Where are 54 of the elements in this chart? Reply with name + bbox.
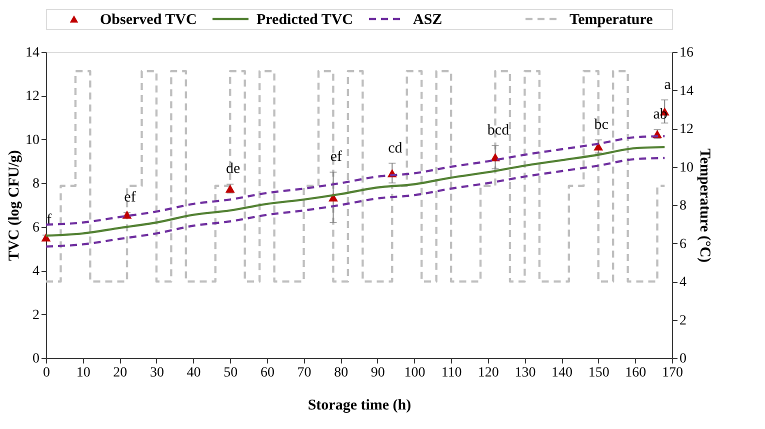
x-tick-label: 100: [404, 366, 426, 380]
x-tick-label: 20: [113, 366, 128, 380]
y-tick-label: 10: [26, 132, 40, 148]
x-tick-label: 120: [478, 366, 499, 380]
legend-label: Temperature: [570, 12, 654, 28]
y-tick-label: 2: [32, 308, 40, 323]
y-tick-label: 4: [32, 264, 40, 280]
x-tick-label: 50: [224, 366, 238, 380]
data-label: a: [664, 76, 672, 93]
y2-tick-label: 6: [680, 236, 686, 252]
legend-label: Predicted TVC: [256, 12, 354, 28]
y2-tick-label: 4: [680, 275, 686, 290]
data-label: cd: [388, 140, 403, 156]
x-axis-title: Storage time (h): [308, 398, 412, 414]
x-tick-label: 140: [552, 366, 573, 380]
x-tick-label: 160: [625, 366, 646, 380]
y2-tick-label: 16: [680, 46, 694, 60]
y-axis-title: TVC (log CFU/g): [6, 150, 22, 261]
x-tick-label: 110: [441, 366, 462, 380]
line-series: [44, 135, 666, 226]
x-tick-label: 10: [76, 366, 90, 380]
x-tick-label: 150: [588, 366, 610, 380]
legend-label: ASZ: [413, 12, 442, 28]
legend-label: Observed TVC: [100, 12, 197, 28]
y2-tick-label: 12: [680, 122, 694, 137]
x-tick-label: 80: [334, 366, 348, 380]
y2-tick-label: 8: [680, 198, 686, 214]
x-tick-label: 30: [150, 366, 164, 380]
data-label: bc: [594, 116, 609, 133]
x-tick-label: 0: [43, 366, 50, 380]
y-tick-label: 8: [32, 176, 40, 192]
y-tick-label: 14: [26, 46, 40, 60]
y2-tick-label: 0: [680, 352, 686, 366]
y-tick-label: 6: [32, 220, 40, 236]
y-tick-label: 12: [26, 89, 40, 104]
x-tick-label: 170: [662, 366, 683, 380]
data-label: de: [226, 161, 241, 178]
point: [594, 142, 604, 151]
y2-tick-label: 10: [680, 160, 694, 176]
data-label: ef: [124, 189, 136, 206]
x-tick-label: 130: [514, 366, 536, 380]
y-tick-label: 0: [32, 352, 40, 366]
x-tick-label: 60: [260, 366, 274, 380]
y2-tick-label: 14: [680, 84, 694, 99]
point: [122, 210, 132, 219]
y2-axis-title: Temperature (°C): [696, 148, 712, 262]
point: [41, 233, 51, 242]
x-tick-label: 90: [370, 366, 385, 380]
data-label: bcd: [487, 122, 510, 139]
data-label: ab: [653, 106, 668, 123]
x-tick-label: 70: [297, 366, 312, 380]
y2-tick-label: 2: [680, 313, 686, 328]
data-label: ef: [330, 149, 342, 166]
x-tick-label: 40: [186, 366, 201, 380]
